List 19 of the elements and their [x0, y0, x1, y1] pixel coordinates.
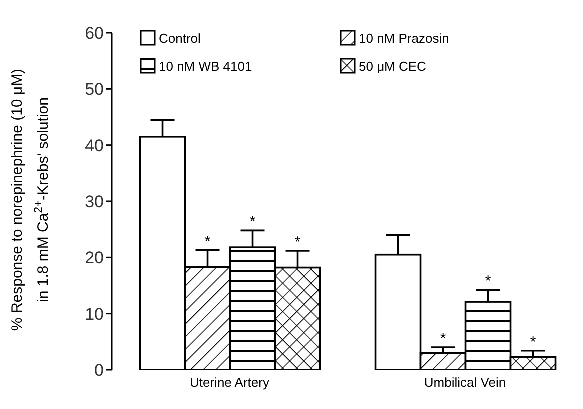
legend-label: 10 nM WB 4101 — [159, 58, 252, 74]
y-tick-label: 20 — [85, 248, 104, 268]
y-tick-label: 10 — [85, 304, 104, 324]
y-tick-label: 60 — [85, 24, 104, 44]
y-tick-label: 30 — [85, 192, 104, 212]
legend-label: Control — [159, 30, 201, 46]
data-label: * — [204, 233, 211, 250]
data-label: * — [440, 330, 446, 348]
data-label: * — [294, 234, 301, 251]
data-label: * — [530, 334, 536, 351]
y-tick-label: 0 — [94, 361, 104, 380]
x-tick-label: Uterine Artery — [190, 375, 270, 390]
data-label: * — [250, 214, 256, 231]
y-tick-label: 40 — [85, 136, 104, 156]
legend-label: 10 nM Prazosin — [359, 30, 450, 46]
y-tick-label: 50 — [85, 80, 104, 100]
x-tick-label: Umbilical Vein — [424, 375, 506, 390]
data-label: * — [485, 273, 492, 290]
legend-label: 50 μM CEC — [359, 58, 426, 74]
